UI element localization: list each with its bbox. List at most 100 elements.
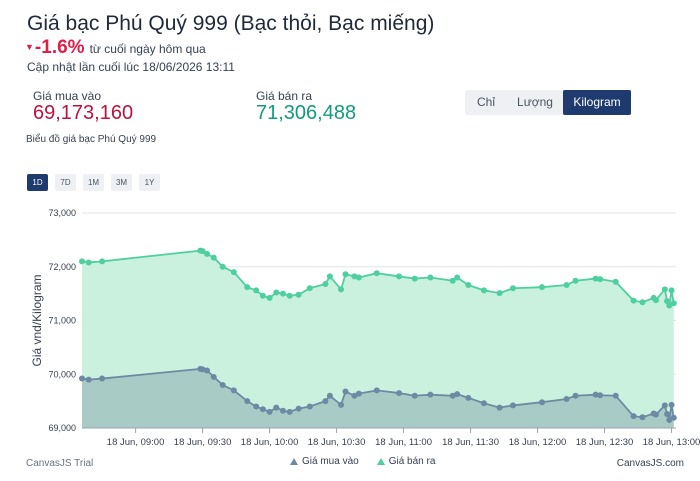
buy-point bbox=[539, 399, 546, 406]
sell-point bbox=[449, 277, 456, 284]
sell-point bbox=[668, 287, 675, 294]
sell-point bbox=[306, 285, 313, 292]
buy-point bbox=[342, 388, 349, 395]
x-tick-label: 18 Jun, 09:00 bbox=[107, 437, 165, 448]
buy-point bbox=[85, 376, 92, 383]
buy-point bbox=[563, 395, 570, 402]
buy-point bbox=[306, 403, 313, 410]
y-tick-label: 70,000 bbox=[48, 369, 76, 379]
unit-button-chi[interactable]: Chỉ bbox=[476, 95, 495, 109]
buy-point bbox=[652, 411, 659, 418]
buy-point bbox=[630, 413, 637, 420]
range-button-3m[interactable]: 3M bbox=[111, 174, 132, 191]
sell-point bbox=[204, 250, 211, 257]
legend-item-buy[interactable]: Giá mua vào bbox=[290, 456, 359, 467]
x-tick-label: 18 Jun, 12:30 bbox=[576, 437, 634, 448]
unit-button-kilogram[interactable]: Kilogram bbox=[563, 90, 631, 115]
credit-right[interactable]: CanvasJS.com bbox=[616, 458, 684, 469]
sell-point bbox=[338, 286, 345, 293]
buy-price-label: Giá mua vào bbox=[33, 89, 102, 103]
buy-point bbox=[496, 404, 503, 411]
page-title: Giá bạc Phú Quý 999 (Bạc thỏi, Bạc miếng… bbox=[27, 12, 435, 35]
sell-point bbox=[427, 274, 434, 281]
sell-point bbox=[259, 292, 266, 299]
sell-point bbox=[652, 297, 659, 304]
buy-point bbox=[204, 367, 211, 374]
change-row: ▼ -1.6% từ cuối ngày hôm qua bbox=[25, 37, 206, 59]
buy-point bbox=[99, 375, 106, 382]
buy-point bbox=[326, 392, 333, 399]
sell-point bbox=[342, 271, 349, 278]
sell-price-value: 71,306,488 bbox=[256, 102, 357, 124]
buy-point bbox=[411, 392, 418, 399]
buy-point bbox=[338, 401, 345, 408]
sell-point bbox=[322, 280, 329, 287]
sell-point bbox=[639, 299, 646, 306]
buy-point bbox=[244, 398, 251, 405]
last-updated: Cập nhật lần cuối lúc 18/06/2026 13:11 bbox=[27, 60, 235, 74]
buy-point bbox=[427, 391, 434, 398]
range-button-1d[interactable]: 1D bbox=[27, 174, 48, 191]
sell-point bbox=[210, 254, 217, 261]
sell-point bbox=[273, 289, 280, 296]
x-tick-label: 18 Jun, 12:00 bbox=[509, 437, 567, 448]
buy-point bbox=[259, 406, 266, 413]
y-tick-label: 69,000 bbox=[48, 423, 76, 433]
buy-point bbox=[454, 391, 461, 398]
sell-point bbox=[454, 274, 461, 281]
y-axis-title: Giá vnd/Kilogram bbox=[30, 274, 44, 366]
sell-point bbox=[219, 263, 226, 270]
buy-point bbox=[661, 402, 668, 409]
buy-point bbox=[230, 387, 237, 394]
buy-price-value: 69,173,160 bbox=[33, 102, 134, 124]
buy-area bbox=[82, 368, 674, 428]
buy-point bbox=[597, 392, 604, 399]
sell-area bbox=[82, 250, 674, 428]
buy-point bbox=[253, 403, 260, 410]
x-tick-label: 18 Jun, 09:30 bbox=[174, 437, 232, 448]
buy-point bbox=[612, 392, 619, 399]
sell-point bbox=[592, 275, 599, 282]
sell-point bbox=[480, 287, 487, 294]
buy-point bbox=[480, 400, 487, 407]
range-button-1m[interactable]: 1M bbox=[83, 174, 104, 191]
credit-left[interactable]: CanvasJS Trial bbox=[26, 458, 94, 469]
sell-point bbox=[563, 282, 570, 289]
sell-point bbox=[355, 274, 362, 281]
sell-point bbox=[266, 294, 273, 301]
chart-legend: Giá mua vào Giá bán ra bbox=[290, 456, 435, 467]
sell-point bbox=[465, 282, 472, 289]
sell-point bbox=[597, 276, 604, 283]
buy-point bbox=[639, 414, 646, 421]
change-since-text: từ cuối ngày hôm qua bbox=[89, 42, 206, 56]
x-tick-label: 18 Jun, 10:00 bbox=[241, 437, 299, 448]
range-selector: 1D 7D 1M 3M 1Y bbox=[27, 174, 160, 191]
legend-buy-label: Giá mua vào bbox=[302, 456, 359, 467]
sell-point bbox=[496, 290, 503, 297]
range-button-7d[interactable]: 7D bbox=[55, 174, 76, 191]
caret-down-icon: ▼ bbox=[25, 42, 34, 52]
buy-point bbox=[592, 391, 599, 398]
buy-point bbox=[279, 407, 286, 414]
buy-point bbox=[266, 408, 273, 415]
legend-item-sell[interactable]: Giá bán ra bbox=[376, 456, 436, 467]
x-tick-label: 18 Jun, 11:30 bbox=[442, 437, 499, 448]
buy-point bbox=[210, 373, 217, 380]
sell-point bbox=[99, 258, 106, 265]
unit-button-luong[interactable]: Lượng bbox=[517, 95, 553, 109]
buy-point bbox=[572, 392, 579, 399]
buy-point bbox=[668, 401, 675, 408]
range-button-1y[interactable]: 1Y bbox=[139, 174, 160, 191]
buy-point bbox=[666, 416, 673, 423]
sell-point bbox=[612, 278, 619, 285]
buy-point bbox=[219, 382, 226, 388]
legend-sell-label: Giá bán ra bbox=[388, 456, 436, 467]
sell-point bbox=[85, 259, 92, 266]
y-tick-label: 72,000 bbox=[48, 262, 76, 272]
sell-point bbox=[630, 297, 637, 304]
sell-point bbox=[411, 275, 418, 282]
sell-point bbox=[230, 269, 237, 276]
x-tick-label: 18 Jun, 11:00 bbox=[375, 437, 432, 448]
buy-point bbox=[322, 398, 329, 405]
